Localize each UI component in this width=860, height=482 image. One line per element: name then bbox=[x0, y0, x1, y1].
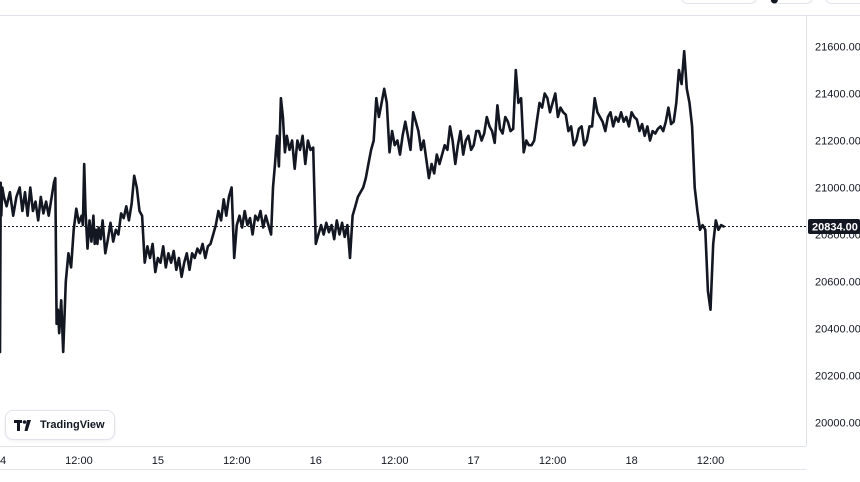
current-price-tag-bg bbox=[808, 219, 860, 235]
price-tick-label: 21400.00 bbox=[815, 89, 860, 101]
price-tick-label: 21600.00 bbox=[815, 42, 860, 54]
time-tick-label: 18 bbox=[625, 455, 637, 467]
time-tick-label: 15 bbox=[152, 455, 164, 467]
price-axis[interactable]: 20000.0020200.0020400.0020600.0020800.00… bbox=[815, 42, 860, 430]
time-tick-label: 14 bbox=[0, 455, 6, 467]
price-tick-label: 20000.00 bbox=[815, 418, 860, 430]
time-tick-label: 12:00 bbox=[65, 455, 93, 467]
tradingview-label: TradingView bbox=[40, 419, 105, 431]
tradingview-logo-icon bbox=[14, 419, 31, 431]
time-tick-label: 12:00 bbox=[381, 455, 409, 467]
last-price-point bbox=[770, 0, 778, 4]
tradingview-watermark[interactable]: TradingView bbox=[5, 410, 115, 440]
time-tick-label: 17 bbox=[468, 455, 480, 467]
time-tick-label: 12:00 bbox=[539, 455, 567, 467]
time-tick-label: 12:00 bbox=[697, 455, 725, 467]
current-price-tag: 20834.00 bbox=[808, 219, 860, 235]
price-tick-label: 20200.00 bbox=[815, 371, 860, 383]
time-tick-label: 16 bbox=[310, 455, 322, 467]
price-tick-label: 20600.00 bbox=[815, 277, 860, 289]
price-tick-label: 21000.00 bbox=[815, 183, 860, 195]
price-series-line[interactable] bbox=[0, 49, 725, 354]
price-tick-label: 20400.00 bbox=[815, 324, 860, 336]
time-axis[interactable]: 14 12:00 15 12:00 16 12:00 17 12:00 18 12:00 bbox=[0, 455, 724, 467]
current-price-tag-label: 20834.00 bbox=[812, 222, 858, 234]
price-tick-label: 21200.00 bbox=[815, 136, 860, 148]
time-tick-label: 12:00 bbox=[223, 455, 251, 467]
